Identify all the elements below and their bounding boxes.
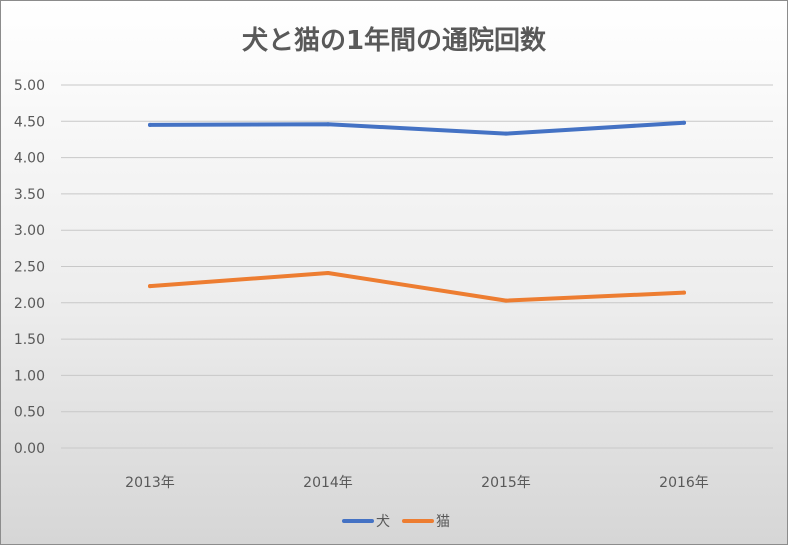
y-tick-label: 3.50 [14,187,45,203]
x-tick-label: 2016年 [659,475,709,491]
gridlines [61,84,773,449]
y-tick-label: 4.50 [14,114,45,130]
data-point [326,271,330,276]
x-tick-label: 2015年 [481,475,531,491]
series-lines [148,120,686,303]
data-point [682,120,686,125]
data-point [504,131,508,136]
y-tick-label: 4.00 [14,151,45,167]
data-point [148,122,152,127]
series-line-1 [148,271,686,303]
y-tick-label: 2.50 [14,260,45,276]
y-tick-label: 3.00 [14,223,45,239]
y-tick-label: 1.00 [14,368,45,384]
data-point [148,284,152,289]
legend-label-0: 犬 [376,514,390,530]
chart-title: 犬と猫の1年間の通院回数 [242,25,547,56]
y-tick-label: 1.50 [14,332,45,348]
x-tick-label: 2013年 [125,475,175,491]
data-point [326,122,330,127]
legend: 犬猫 [342,514,450,530]
series-line-0 [148,120,686,136]
data-point [682,290,686,295]
data-point [504,298,508,303]
y-tick-label: 5.00 [14,78,45,94]
y-tick-label: 2.00 [14,296,45,312]
x-tick-label: 2014年 [303,475,353,491]
y-tick-label: 0.00 [14,441,45,457]
legend-label-1: 猫 [436,514,450,530]
x-axis-tick-labels: 2013年 2014年 2015年 2016年 [125,475,709,491]
y-axis-tick-labels: 0.00 0.50 1.00 1.50 2.00 2.50 3.00 3.50 4.00 4.50… [14,78,45,457]
y-tick-label: 0.50 [14,405,45,421]
